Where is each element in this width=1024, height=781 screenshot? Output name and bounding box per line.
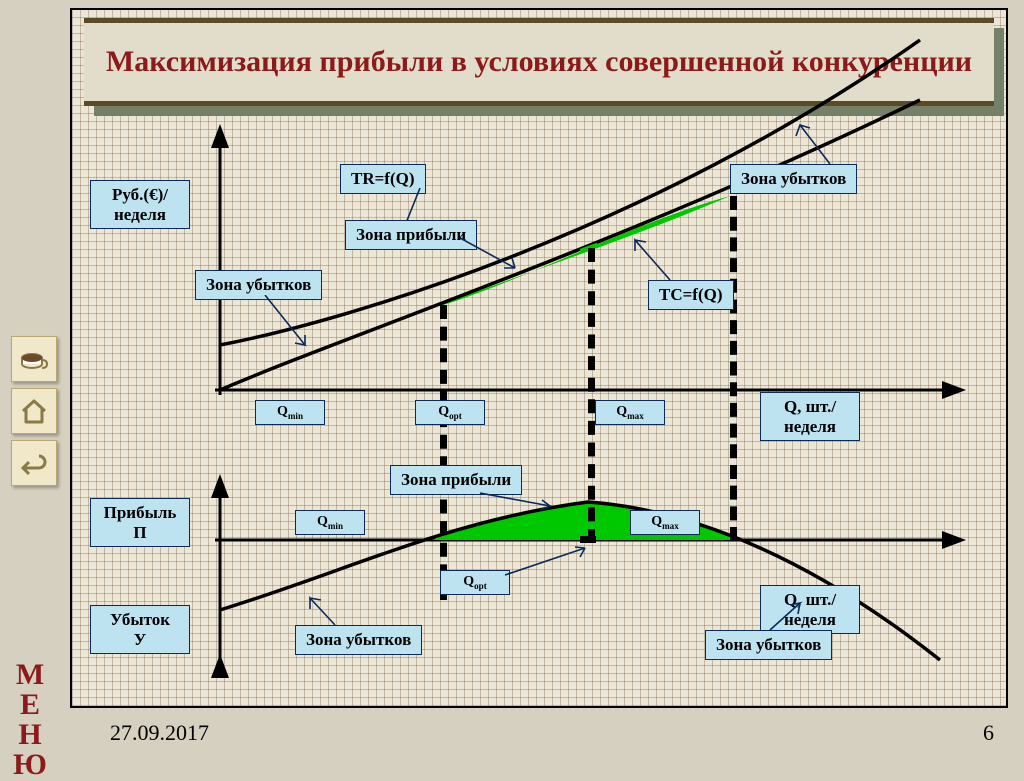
- home-icon[interactable]: [11, 388, 57, 434]
- x-axis-label-upper: Q, шт./ неделя: [760, 392, 860, 441]
- q-opt-upper: Qopt: [415, 400, 485, 425]
- q-opt-lower: Qopt: [440, 570, 510, 595]
- slide-title: Максимизация прибыли в условиях совершен…: [84, 18, 994, 106]
- zone-loss-label-lower-left: Зона убытков: [295, 625, 422, 655]
- nav-panel: [6, 330, 61, 492]
- y-axis-label-upper: Руб.(€)/ неделя: [90, 180, 190, 229]
- tr-label: TR=f(Q): [340, 164, 426, 194]
- zone-profit-label-upper: Зона прибыли: [345, 220, 477, 250]
- tc-label: TC=f(Q): [648, 280, 734, 310]
- zone-loss-label-upper-right: Зона убытков: [730, 164, 857, 194]
- q-max-upper: Qmax: [595, 400, 665, 425]
- zone-profit-label-lower: Зона прибыли: [390, 465, 522, 495]
- guideline-qmax: [730, 196, 737, 541]
- zone-loss-label-upper-left: Зона убытков: [195, 270, 322, 300]
- y-axis-label-loss: Убыток У: [90, 605, 190, 654]
- q-min-lower: Qmin: [295, 510, 365, 535]
- chart-area: TR=f(Q) Зона убытков Зона прибыли Зона у…: [200, 130, 990, 710]
- y-axis-label-profit: Прибыль П: [90, 498, 190, 547]
- guideline-qmin: [440, 305, 447, 600]
- q-min-upper: Qmin: [255, 400, 325, 425]
- x-axis-label-lower: Q, шт./ неделя: [760, 585, 860, 634]
- guideline-qopt: [588, 248, 595, 543]
- date-label: 27.09.2017: [110, 720, 209, 746]
- title-bar: Максимизация прибыли в условиях совершен…: [84, 18, 994, 106]
- back-icon[interactable]: [11, 440, 57, 486]
- q-max-lower: Qmax: [630, 510, 700, 535]
- menu-vertical-label: М Е Н Ю: [10, 660, 50, 780]
- zone-loss-label-lower-right: Зона убытков: [705, 630, 832, 660]
- page-number: 6: [983, 720, 994, 746]
- coffee-icon[interactable]: [11, 336, 57, 382]
